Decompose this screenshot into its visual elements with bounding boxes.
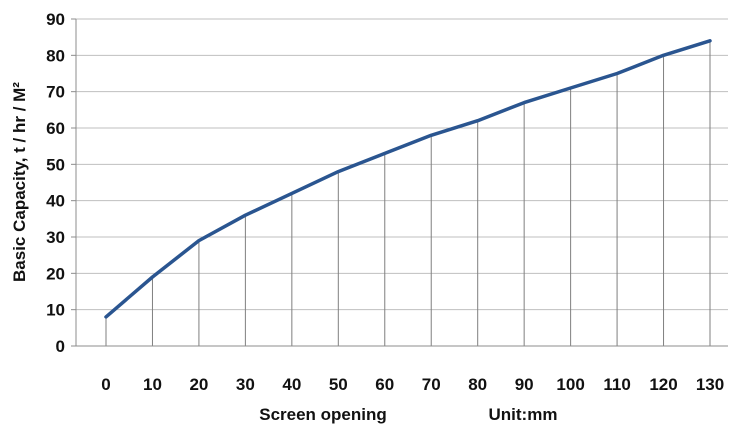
axes [71,18,728,347]
x-tick-label: 50 [329,375,348,394]
x-tick-label: 80 [468,375,487,394]
x-tick-label: 100 [556,375,584,394]
x-tick-label: 30 [236,375,255,394]
x-tick-labels: 0 10 20 30 40 50 60 70 80 90 100 110 120 130 [101,375,724,394]
y-axis-title: Basic Capacity, t / hr / M² [10,82,29,282]
x-tick-label: 110 [603,375,630,394]
y-tick-label: 0 [56,337,65,356]
y-tick-labels: 0 10 20 30 40 50 60 70 80 90 [46,10,65,356]
drop-lines [105,40,711,346]
y-tick-label: 70 [46,83,65,102]
grid-lines [76,18,728,311]
x-tick-label: 0 [101,375,110,394]
x-tick-label: 10 [143,375,162,394]
x-axis-unit: Unit:mm [489,405,558,424]
y-tick-label: 30 [46,228,65,247]
x-tick-label: 70 [422,375,441,394]
y-tick-label: 20 [46,264,65,283]
y-tick-label: 40 [46,192,65,211]
x-axis-title: Screen opening [259,405,387,424]
x-tick-label: 120 [649,375,677,394]
series-group [104,39,712,319]
x-tick-label: 60 [375,375,394,394]
x-tick-label: 20 [189,375,208,394]
x-tick-label: 90 [515,375,534,394]
y-tick-label: 80 [46,46,65,65]
y-tick-label: 10 [46,301,65,320]
series-line [104,39,712,319]
x-tick-label: 40 [282,375,301,394]
y-tick-label: 50 [46,155,65,174]
y-tick-label: 60 [46,119,65,138]
x-tick-label: 130 [696,375,724,394]
y-tick-label: 90 [46,10,65,29]
